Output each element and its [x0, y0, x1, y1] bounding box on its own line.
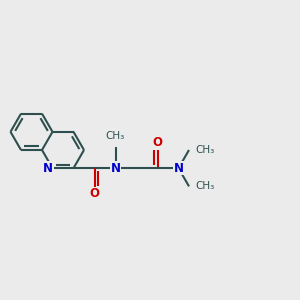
Text: CH₃: CH₃	[195, 182, 214, 191]
Text: O: O	[152, 136, 163, 149]
Text: CH₃: CH₃	[106, 131, 125, 141]
Text: N: N	[110, 162, 121, 175]
Text: CH₃: CH₃	[195, 145, 214, 155]
Text: N: N	[43, 162, 53, 175]
Text: N: N	[173, 162, 184, 175]
Text: O: O	[89, 187, 100, 200]
